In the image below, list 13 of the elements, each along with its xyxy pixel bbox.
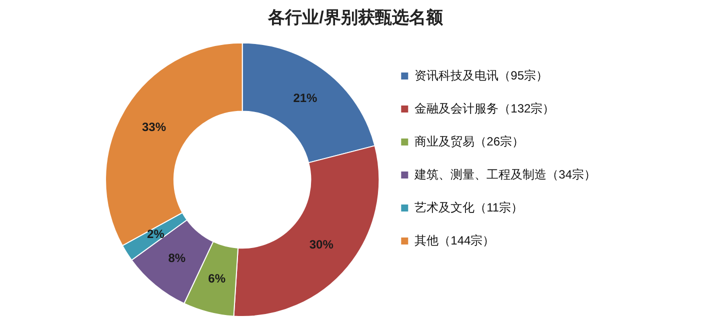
chart-title: 各行业/界别获甄选名额 — [267, 8, 444, 27]
legend-label: 其他（144宗） — [414, 233, 495, 248]
legend-label: 建筑、测量、工程及制造（34宗） — [414, 167, 596, 182]
legend-label: 艺术及文化（11宗） — [414, 200, 524, 214]
data-label: 30% — [309, 237, 334, 252]
data-label: 2% — [147, 226, 165, 241]
legend-label: 商业及贸易（26宗） — [414, 134, 524, 148]
data-label: 21% — [293, 90, 318, 105]
data-label: 6% — [208, 271, 226, 286]
data-label: 8% — [168, 251, 186, 266]
legend-label: 金融及会计服务（132宗） — [414, 101, 555, 116]
data-label: 33% — [142, 120, 166, 134]
legend-label: 资讯科技及电讯（95宗） — [414, 68, 548, 82]
